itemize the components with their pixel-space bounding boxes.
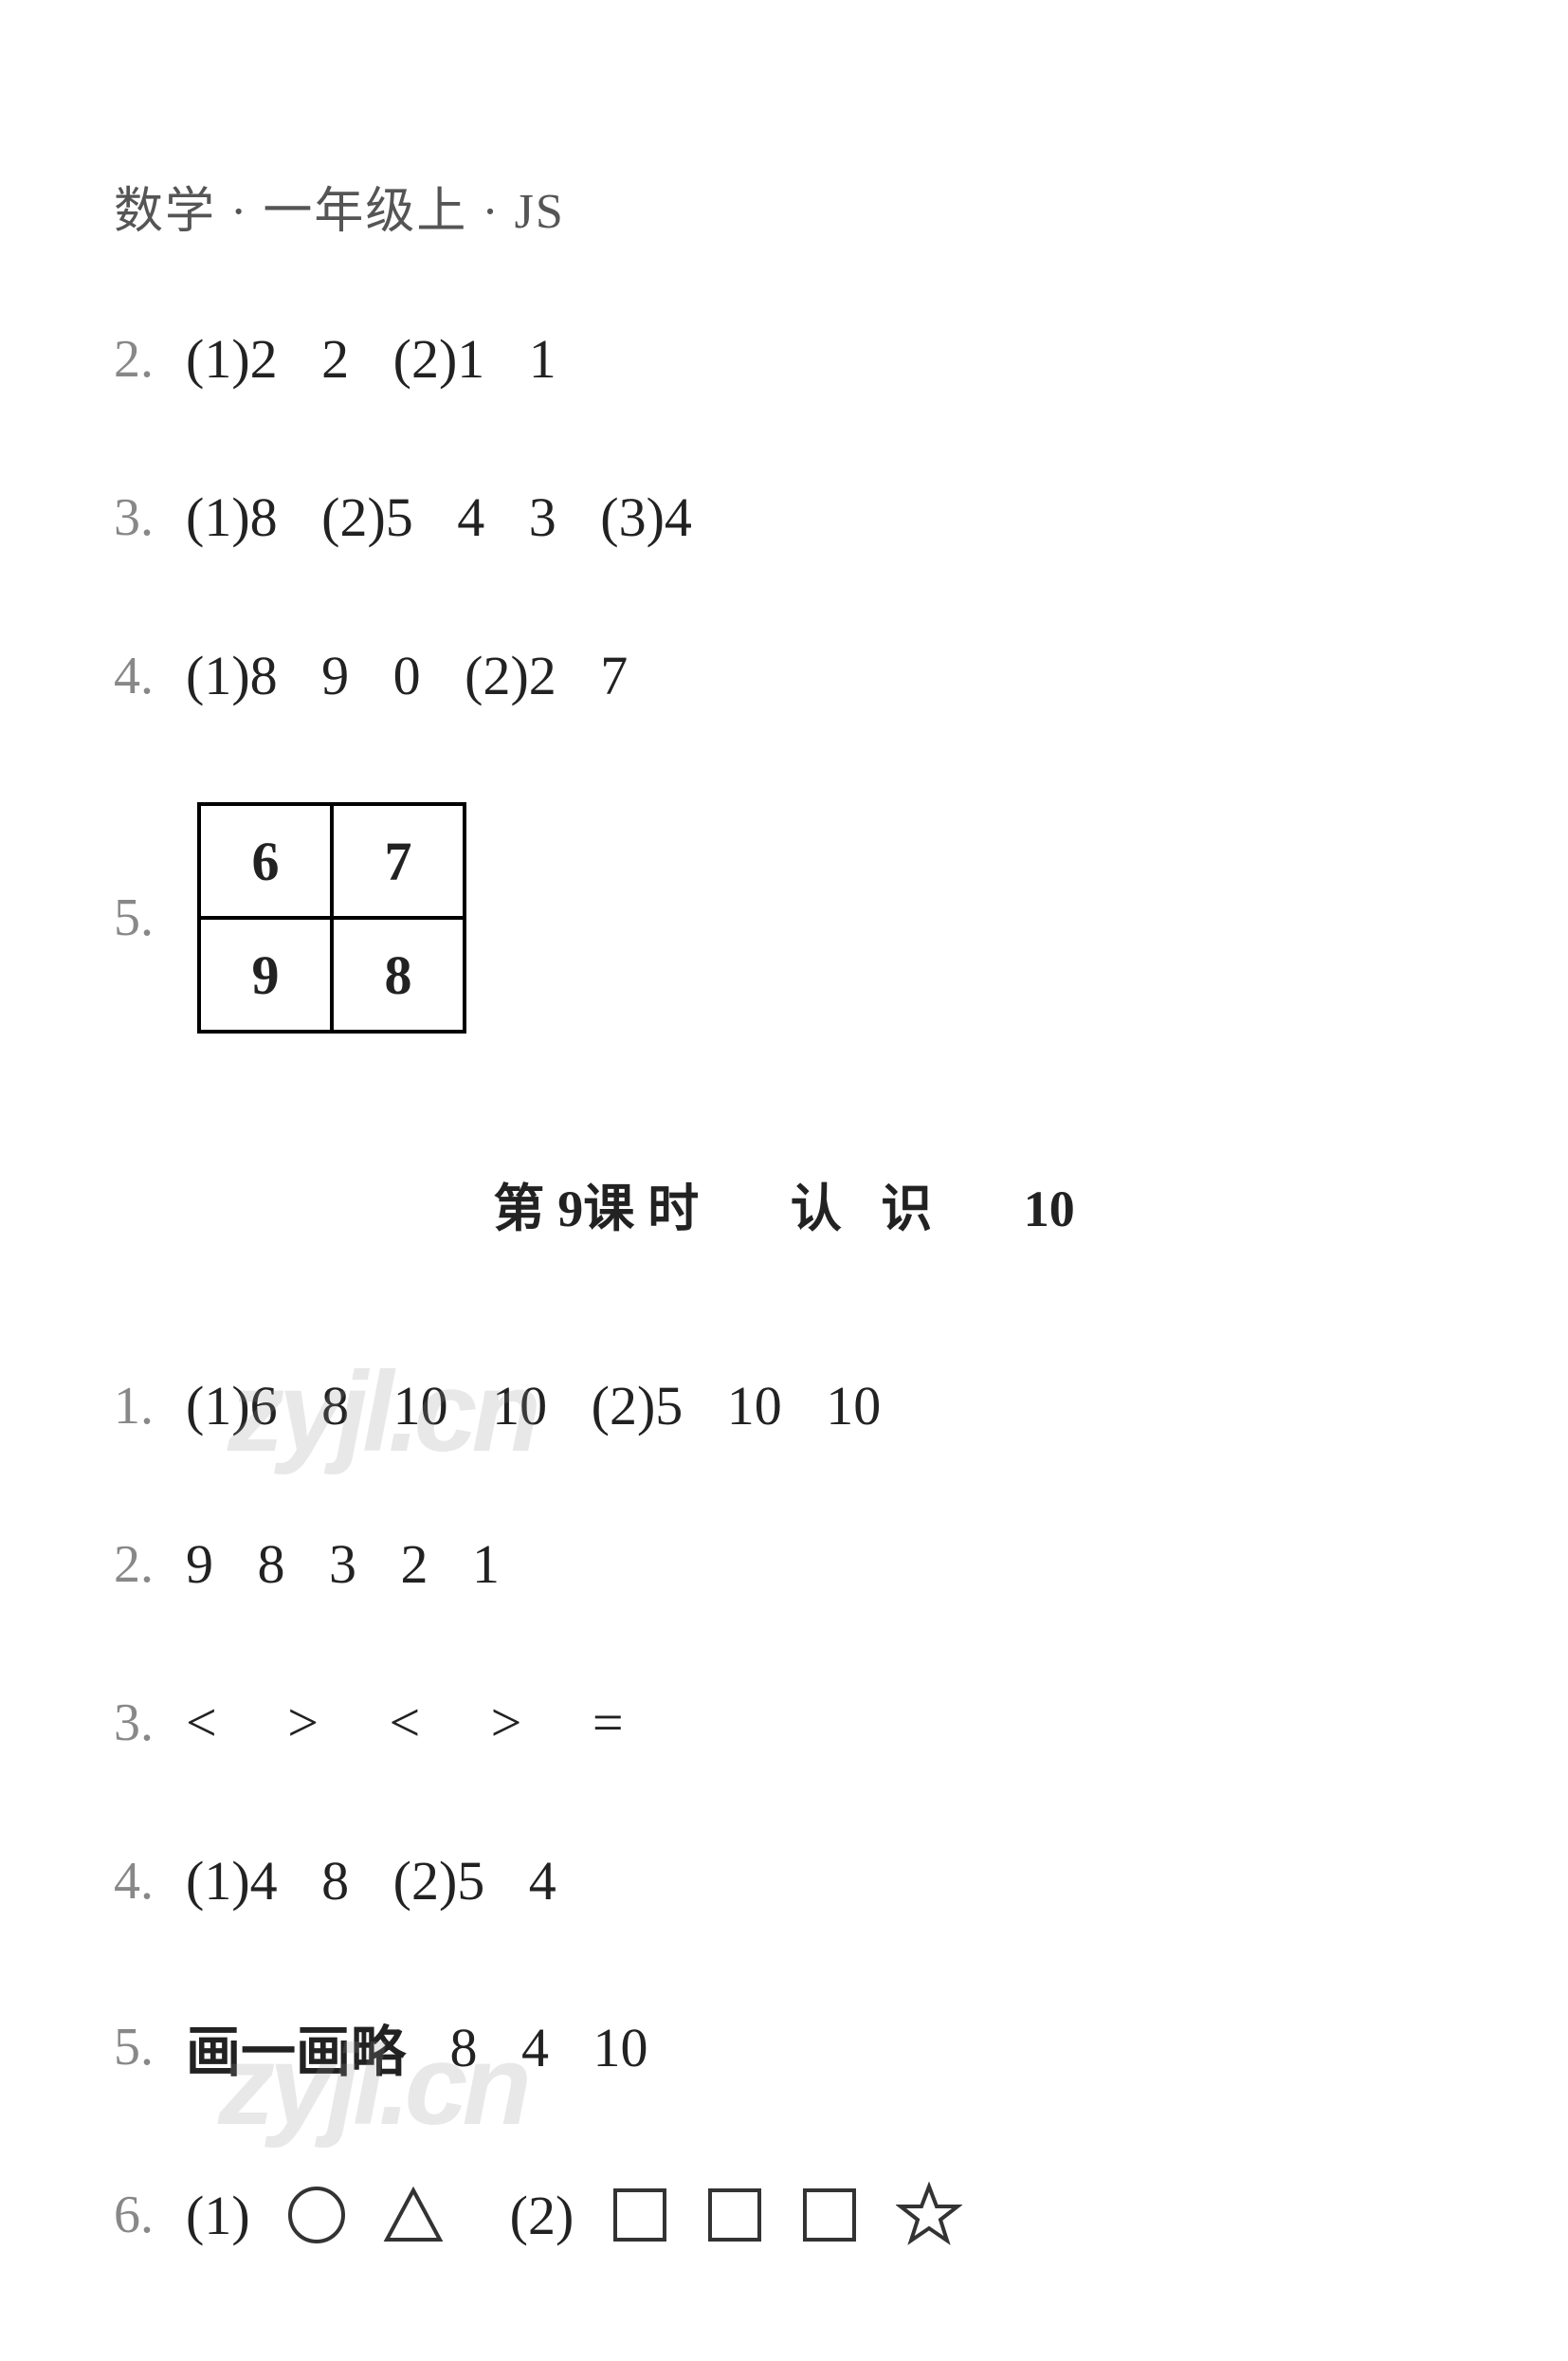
- q-number: 1.: [114, 1376, 169, 1437]
- answer-token: 4: [515, 1849, 556, 1913]
- q-number: 5.: [114, 888, 169, 948]
- answer-token: 1: [515, 327, 556, 391]
- answer-token: 8: [308, 1849, 350, 1913]
- answer-q5: 5. 6 7 9 8: [114, 802, 1454, 1034]
- answer-token: 10: [579, 2016, 648, 2079]
- answer-token: 9: [186, 1532, 213, 1596]
- answer-token: (2)2: [451, 644, 556, 707]
- answer-token: <: [375, 1691, 420, 1754]
- q-number: 4.: [114, 1851, 169, 1912]
- square-icon: [611, 2187, 668, 2243]
- answer-tokens: < > < > =: [186, 1691, 624, 1754]
- answer-token: 10: [379, 1374, 448, 1437]
- grid-table: 6 7 9 8: [197, 802, 466, 1034]
- answer-s2-q5: 5. 画一画略 8 4 10: [114, 2007, 1454, 2087]
- table-cell: 7: [332, 804, 465, 918]
- table-row: 6 7: [199, 804, 465, 918]
- answer-token: (2)5: [308, 485, 413, 549]
- answer-token: 10: [479, 1374, 548, 1437]
- answer-tokens: (1)8 (2)5 4 3 (3)4: [186, 485, 692, 549]
- answer-token: (1)4: [186, 1849, 278, 1913]
- answer-token: 10: [812, 1374, 882, 1437]
- answer-q2: 2. (1)2 2 (2)1 1: [114, 327, 1454, 391]
- answer-token: 4: [508, 2016, 550, 2079]
- answer-q3: 3. (1)8 (2)5 4 3 (3)4: [114, 485, 1454, 549]
- answer-token: 9: [308, 644, 350, 707]
- part-label: (1): [186, 2184, 250, 2247]
- square-icon: [801, 2187, 858, 2243]
- answer-s2-q3: 3. < > < > =: [114, 1691, 1454, 1754]
- answer-token: 0: [379, 644, 421, 707]
- answer-token: >: [477, 1691, 521, 1754]
- answer-token: (1)8: [186, 644, 278, 707]
- section-title-label: 认 识: [791, 1180, 946, 1237]
- answer-token: (1)2: [186, 327, 278, 391]
- table-row: 9 8: [199, 918, 465, 1032]
- section-title-prefix: 第: [493, 1180, 557, 1237]
- section-title-value: 10: [1024, 1180, 1075, 1237]
- answer-tokens: (1)6 8 10 10 (2)5 10 10: [186, 1374, 881, 1437]
- table-cell: 8: [332, 918, 465, 1032]
- circle-icon: [288, 2187, 345, 2243]
- square-icon: [706, 2187, 763, 2243]
- answer-s2-q1: 1. (1)6 8 10 10 (2)5 10 10: [114, 1374, 1454, 1437]
- answer-token: <: [186, 1691, 217, 1754]
- answer-token: 2: [387, 1532, 428, 1596]
- answer-token: 8: [244, 1532, 285, 1596]
- answer-tokens: (1)4 8 (2)5 4: [186, 1849, 556, 1913]
- q-number: 2.: [114, 1534, 169, 1595]
- answer-token: (1)6: [186, 1374, 278, 1437]
- answer-token: 2: [308, 327, 350, 391]
- table-cell: 9: [199, 918, 332, 1032]
- part-label: (2): [510, 2184, 574, 2247]
- q-number: 4.: [114, 646, 169, 706]
- triangle-icon: [383, 2187, 444, 2243]
- answer-token: (1)8: [186, 485, 278, 549]
- answer-token: 3: [515, 485, 556, 549]
- answer-token: (2)1: [379, 327, 484, 391]
- answer-token: =: [578, 1691, 623, 1754]
- star-icon: [896, 2182, 962, 2248]
- q-number: 5.: [114, 2017, 169, 2077]
- q-number: 2.: [114, 329, 169, 390]
- answer-tokens: 画一画略 8 4 10: [186, 2007, 648, 2087]
- section-title-mid: 课时: [583, 1180, 712, 1237]
- answer-tokens: (1)2 2 (2)1 1: [186, 327, 556, 391]
- answer-token: (2)5: [577, 1374, 683, 1437]
- section-title-number: 9: [557, 1180, 583, 1237]
- answer-tokens: (1)8 9 0 (2)2 7: [186, 644, 628, 707]
- page-header: 数学 · 一年级上 · JS: [114, 171, 1454, 242]
- answer-token: 1: [459, 1532, 501, 1596]
- answer-token: >: [274, 1691, 319, 1754]
- answer-token: 画一画略: [186, 2007, 406, 2087]
- answer-token: (2)5: [379, 1849, 484, 1913]
- q-number: 3.: [114, 487, 169, 548]
- answer-token: 8: [308, 1374, 350, 1437]
- answer-tokens: 9 8 3 2 1: [186, 1532, 500, 1596]
- answer-token: 7: [587, 644, 629, 707]
- answer-token: 3: [316, 1532, 357, 1596]
- answer-token: 8: [436, 2016, 478, 2079]
- answer-token: 10: [713, 1374, 782, 1437]
- q-number: 6.: [114, 2185, 169, 2245]
- answer-token: 4: [444, 485, 485, 549]
- shapes-row: (1) (2): [186, 2182, 962, 2248]
- answer-q4: 4. (1)8 9 0 (2)2 7: [114, 644, 1454, 707]
- table-cell: 6: [199, 804, 332, 918]
- answer-s2-q4: 4. (1)4 8 (2)5 4: [114, 1849, 1454, 1913]
- answer-token: (3)4: [587, 485, 692, 549]
- q-number: 3.: [114, 1693, 169, 1753]
- answer-s2-q2: 2. 9 8 3 2 1: [114, 1532, 1454, 1596]
- section-title: 第9课时 认 识 10: [114, 1166, 1454, 1241]
- answer-s2-q6: 6. (1) (2): [114, 2182, 1454, 2248]
